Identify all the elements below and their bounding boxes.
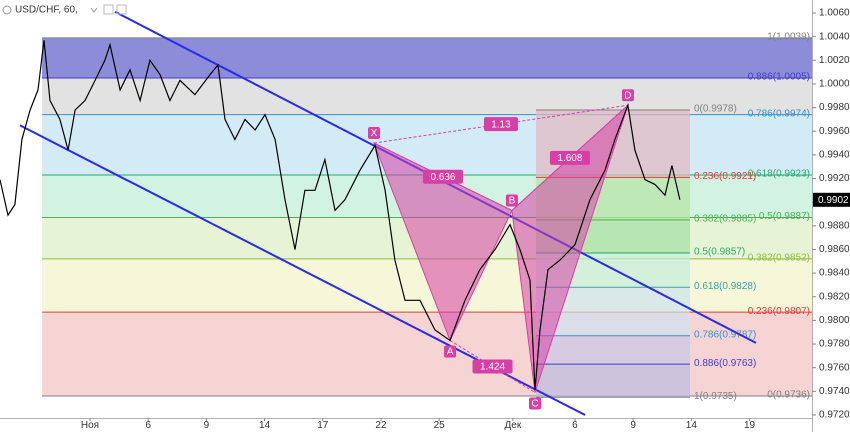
- fib-label: 0.886(0.9763): [694, 358, 756, 369]
- ratio-label: 1.424: [480, 362, 505, 373]
- x-tick-label: 19: [744, 420, 756, 431]
- point-label: C: [531, 399, 538, 410]
- x-tick-label: 25: [434, 420, 446, 431]
- fib-label: 1(0.9735): [694, 391, 737, 402]
- last-price-label: 0.9902: [818, 195, 849, 206]
- point-badge: [528, 397, 541, 410]
- x-tick-label: 14: [259, 420, 271, 431]
- close-icon: [116, 4, 127, 15]
- fib-label: 0.786(0.9974): [748, 108, 810, 119]
- point-label: B: [509, 196, 516, 207]
- time-axis: [0, 418, 812, 432]
- pattern-link: [373, 104, 628, 144]
- x-tick-label: 14: [686, 420, 698, 431]
- y-tick-label: 1.0020: [819, 55, 850, 66]
- fib-label: 0.382(0.9852): [748, 253, 810, 264]
- price-axis: [812, 0, 850, 432]
- ratio-label: 1.13: [491, 119, 511, 130]
- ratio-badge: [549, 150, 590, 165]
- fib-band: [42, 37, 813, 79]
- fib-label: 0.618(0.9828): [694, 281, 756, 292]
- settings-icon: [103, 4, 114, 15]
- y-tick-label: 1.0000: [819, 79, 850, 90]
- x-tick-label: 6: [572, 420, 578, 431]
- point-badge: [367, 127, 380, 140]
- fib-label: 0.236(0.9921): [694, 171, 756, 182]
- fib-band: [42, 312, 813, 397]
- point-badge: [444, 345, 457, 358]
- y-tick-label: 0.9840: [819, 268, 850, 279]
- chart-title: USD/CHF, 60,: [15, 5, 78, 16]
- fib-band: [42, 78, 813, 115]
- ratio-badge: [483, 117, 518, 132]
- x-tick-label: 22: [375, 420, 387, 431]
- fib-label: 1(1.0039): [767, 31, 810, 42]
- price-line: [0, 40, 681, 391]
- fib-band: [42, 114, 813, 175]
- y-tick-label: 0.9820: [819, 291, 850, 302]
- y-tick-label: 0.9800: [819, 315, 850, 326]
- fib-label: 0.618(0.9923): [748, 169, 810, 180]
- point-label: D: [624, 90, 631, 101]
- fib-label: 0.382(0.9885): [694, 214, 756, 225]
- fib-label: 0.5(0.9887): [759, 211, 810, 222]
- ratio-label: 0.636: [430, 172, 455, 183]
- x-tick-label: 9: [630, 420, 636, 431]
- y-tick-label: 0.9860: [819, 244, 850, 255]
- point-label: X: [371, 128, 378, 139]
- x-tick-label: 17: [317, 420, 329, 431]
- y-tick-label: 0.9960: [819, 126, 850, 137]
- dropdown-icon: [90, 7, 98, 13]
- fib-label: 0.886(1.0005): [748, 72, 810, 83]
- fib-band: [535, 364, 690, 398]
- x-tick-label: 9: [204, 420, 210, 431]
- ratio-label: 1.608: [557, 153, 582, 164]
- y-tick-label: 1.0040: [819, 31, 850, 42]
- ratio-badge: [472, 359, 513, 374]
- fib-label: 0.5(0.9857): [694, 247, 745, 258]
- fib-label: 0.236(0.9807): [748, 306, 810, 317]
- x-tick-label: 6: [145, 420, 151, 431]
- y-tick-label: 0.9780: [819, 339, 850, 350]
- point-badge: [621, 89, 634, 102]
- y-tick-label: 0.9720: [819, 410, 850, 421]
- pattern-link: [511, 104, 629, 211]
- fib-label: 0(0.9978): [694, 104, 737, 115]
- y-tick-label: 0.9940: [819, 150, 850, 161]
- x-tick-label: Дек: [505, 420, 522, 431]
- fib-band: [535, 335, 690, 365]
- fib-label: 0(0.9736): [767, 390, 810, 401]
- y-tick-label: 0.9740: [819, 386, 850, 397]
- point-badge: [505, 194, 518, 207]
- pattern-link: [449, 340, 536, 393]
- y-tick-label: 1.0060: [819, 8, 850, 19]
- y-tick-label: 0.9880: [819, 220, 850, 231]
- symbol-icon: [2, 5, 12, 15]
- fib-label: 0.786(0.9787): [694, 329, 756, 340]
- point-label: A: [447, 347, 454, 358]
- y-tick-label: 0.9760: [819, 362, 850, 373]
- y-tick-label: 0.9920: [819, 173, 850, 184]
- x-tick-label: Ноя: [81, 420, 99, 431]
- last-price-badge: [813, 192, 850, 207]
- y-tick-label: 0.9980: [819, 102, 850, 113]
- ratio-badge: [422, 169, 463, 184]
